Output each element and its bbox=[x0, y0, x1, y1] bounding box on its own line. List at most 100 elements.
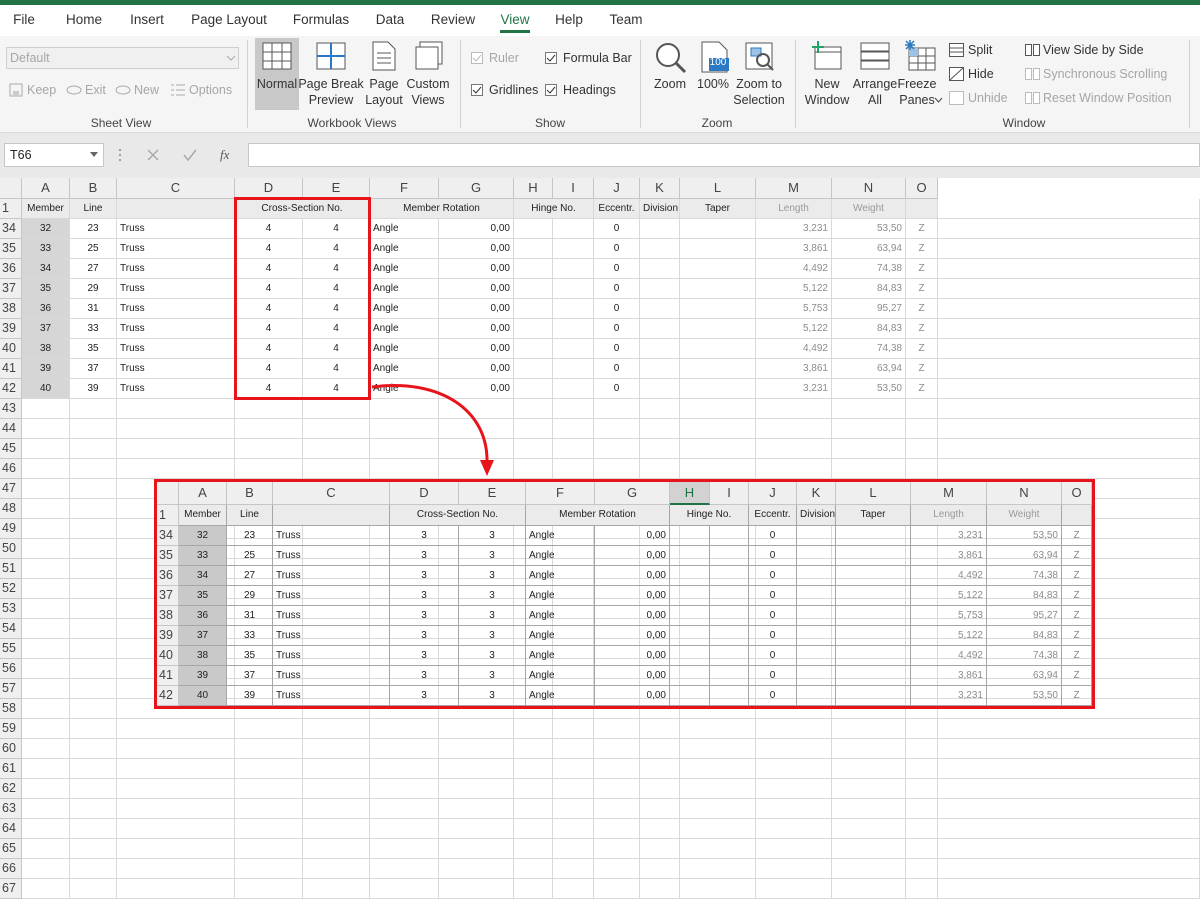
cell[interactable] bbox=[553, 819, 594, 839]
cell[interactable]: 3 bbox=[459, 666, 526, 686]
cell[interactable]: 33 bbox=[70, 319, 117, 339]
cell[interactable]: 4 bbox=[235, 319, 303, 339]
cell[interactable] bbox=[514, 779, 553, 799]
cell[interactable] bbox=[680, 259, 756, 279]
cell[interactable]: 95,27 bbox=[832, 299, 906, 319]
cell[interactable] bbox=[235, 779, 303, 799]
cell[interactable]: 95,27 bbox=[987, 606, 1062, 626]
cell[interactable]: Angle bbox=[370, 279, 439, 299]
cell[interactable]: 84,83 bbox=[987, 626, 1062, 646]
cell[interactable] bbox=[70, 839, 117, 859]
cell[interactable]: Z bbox=[1062, 666, 1092, 686]
cell[interactable]: 25 bbox=[227, 546, 273, 566]
cell[interactable] bbox=[514, 439, 553, 459]
cell[interactable] bbox=[553, 659, 594, 679]
cell[interactable]: 5,122 bbox=[756, 319, 832, 339]
cell[interactable]: Truss bbox=[273, 566, 390, 586]
cell[interactable] bbox=[680, 299, 756, 319]
cell[interactable]: Z bbox=[1062, 606, 1092, 626]
cell[interactable] bbox=[756, 559, 832, 579]
cell[interactable] bbox=[906, 419, 938, 439]
cell[interactable]: 0 bbox=[749, 526, 797, 546]
cell[interactable] bbox=[594, 819, 640, 839]
button-label[interactable]: Selection bbox=[733, 93, 785, 107]
cell[interactable] bbox=[640, 659, 680, 679]
cell[interactable] bbox=[640, 519, 680, 539]
cell[interactable] bbox=[70, 719, 117, 739]
cell[interactable] bbox=[370, 399, 439, 419]
cell[interactable] bbox=[235, 419, 303, 439]
cell[interactable]: Angle bbox=[370, 379, 439, 399]
cell[interactable] bbox=[797, 666, 836, 686]
cell[interactable] bbox=[117, 859, 235, 879]
cell[interactable] bbox=[439, 679, 514, 699]
cell[interactable] bbox=[70, 399, 117, 419]
cell[interactable] bbox=[756, 579, 832, 599]
cell[interactable] bbox=[22, 759, 70, 779]
cancel-button[interactable] bbox=[147, 149, 159, 161]
cell[interactable] bbox=[797, 626, 836, 646]
cell[interactable]: 63,94 bbox=[832, 239, 906, 259]
cell[interactable] bbox=[70, 519, 117, 539]
cell[interactable] bbox=[235, 719, 303, 739]
cell[interactable] bbox=[235, 819, 303, 839]
cell[interactable]: 0 bbox=[594, 259, 640, 279]
cell[interactable] bbox=[235, 699, 303, 719]
cell[interactable] bbox=[680, 859, 756, 879]
cell[interactable] bbox=[370, 639, 439, 659]
cell[interactable]: 3 bbox=[459, 686, 526, 706]
cell[interactable] bbox=[594, 619, 640, 639]
cell[interactable] bbox=[594, 719, 640, 739]
cell[interactable] bbox=[439, 599, 514, 619]
cell[interactable] bbox=[235, 539, 303, 559]
cell[interactable]: 4 bbox=[235, 259, 303, 279]
header-cell[interactable]: Eccentr. bbox=[749, 505, 797, 526]
cell[interactable] bbox=[514, 719, 553, 739]
cell[interactable] bbox=[640, 759, 680, 779]
cell[interactable] bbox=[514, 219, 553, 239]
cell[interactable] bbox=[906, 699, 938, 719]
cell[interactable] bbox=[303, 519, 370, 539]
cell[interactable] bbox=[514, 459, 553, 479]
cell[interactable] bbox=[553, 379, 594, 399]
cell[interactable] bbox=[70, 539, 117, 559]
cell[interactable] bbox=[906, 559, 938, 579]
cell[interactable] bbox=[553, 319, 594, 339]
cell[interactable]: 3 bbox=[459, 646, 526, 666]
button-label[interactable]: Exit bbox=[85, 83, 106, 97]
cell[interactable] bbox=[553, 439, 594, 459]
cell[interactable] bbox=[303, 599, 370, 619]
cell[interactable] bbox=[906, 719, 938, 739]
cell[interactable]: Angle bbox=[526, 586, 595, 606]
cell[interactable] bbox=[710, 566, 749, 586]
header-cell[interactable] bbox=[273, 505, 390, 526]
cell[interactable] bbox=[640, 599, 680, 619]
cell[interactable]: 84,83 bbox=[832, 319, 906, 339]
cell[interactable] bbox=[670, 626, 710, 646]
cell[interactable]: 3,231 bbox=[756, 219, 832, 239]
cell[interactable]: 37 bbox=[179, 626, 227, 646]
cell[interactable] bbox=[303, 579, 370, 599]
cell[interactable] bbox=[303, 879, 370, 899]
cell[interactable] bbox=[832, 539, 906, 559]
button-label[interactable]: View Side by Side bbox=[1043, 43, 1144, 57]
cell[interactable] bbox=[235, 859, 303, 879]
cell[interactable] bbox=[797, 646, 836, 666]
cell[interactable] bbox=[553, 219, 594, 239]
cell[interactable]: 4 bbox=[235, 299, 303, 319]
formula-input[interactable] bbox=[248, 143, 1200, 167]
cell[interactable] bbox=[832, 459, 906, 479]
cell[interactable] bbox=[594, 519, 640, 539]
cell[interactable] bbox=[906, 519, 938, 539]
cell[interactable] bbox=[680, 579, 756, 599]
cell[interactable] bbox=[439, 799, 514, 819]
cell[interactable] bbox=[22, 419, 70, 439]
cell[interactable] bbox=[70, 819, 117, 839]
cell[interactable] bbox=[553, 739, 594, 759]
cell[interactable] bbox=[906, 819, 938, 839]
cell[interactable]: 0 bbox=[594, 219, 640, 239]
cell[interactable] bbox=[70, 739, 117, 759]
ribbon-tab[interactable]: Review bbox=[430, 12, 476, 27]
cell[interactable] bbox=[680, 659, 756, 679]
cell[interactable]: Z bbox=[906, 259, 938, 279]
